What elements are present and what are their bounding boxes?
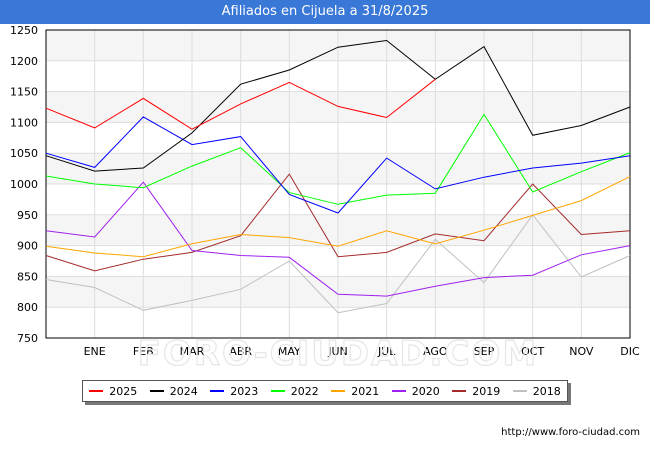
legend-item-2024: 2024 (149, 384, 198, 398)
y-tick-label: 1050 (10, 147, 38, 160)
y-tick-label: 1100 (10, 116, 38, 129)
legend-swatch-2022 (270, 390, 285, 392)
x-tick-label: FEB (133, 345, 154, 358)
plot-frame (45, 29, 631, 339)
legend-label-2022: 2022 (290, 384, 319, 398)
legend-item-2020: 2020 (391, 384, 440, 398)
x-tick-label: NOV (569, 345, 594, 358)
chart-title: Afiliados en Cijuela a 31/8/2025 (0, 0, 650, 24)
legend-swatch-2023 (210, 390, 225, 392)
legend-label-2023: 2023 (230, 384, 259, 398)
legend-label-2019: 2019 (472, 384, 501, 398)
legend-label-2018: 2018 (532, 384, 561, 398)
y-tick-label: 1200 (10, 55, 38, 68)
series-line-2021 (45, 176, 631, 258)
y-tick-label: 800 (17, 301, 38, 314)
x-tick-label: MAY (278, 345, 301, 358)
x-tick-label: SEP (474, 345, 495, 358)
legend-item-2019: 2019 (452, 385, 500, 398)
y-tick-label: 950 (17, 209, 38, 222)
y-tick-label: 1250 (10, 24, 38, 37)
series-line-2022 (45, 113, 631, 205)
legend-label-2021: 2021 (351, 384, 380, 398)
series-line-2018 (45, 213, 631, 314)
x-tick-label: DIC (620, 345, 640, 358)
y-tick-label: 900 (17, 240, 38, 253)
y-tick-label: 1000 (10, 178, 38, 191)
legend-swatch-2025 (89, 390, 104, 392)
chart-legend: 2025 2024 2023 2022 2021 2020 2019 2018 (82, 380, 568, 402)
series-line-2020 (45, 181, 631, 297)
y-tick-label: 850 (17, 270, 38, 283)
x-tick-label: JUL (377, 345, 396, 358)
x-tick-label: OCT (521, 345, 544, 358)
legend-swatch-2019 (452, 390, 467, 392)
legend-swatch-2024 (149, 390, 164, 392)
legend-swatch-2018 (512, 390, 527, 392)
legend-label-2020: 2020 (411, 384, 440, 398)
y-tick-label: 750 (17, 332, 38, 345)
legend-label-2024: 2024 (169, 384, 198, 398)
legend-swatch-2021 (331, 390, 346, 392)
series-line-2019 (45, 173, 631, 272)
legend-item-2021: 2021 (331, 385, 379, 398)
legend-item-2018: 2018 (512, 384, 561, 398)
x-tick-label: MAR (180, 345, 205, 358)
legend-item-2022: 2022 (270, 384, 319, 398)
series-line-2023 (45, 116, 631, 214)
source-link[interactable]: http://www.foro-ciudad.com (501, 427, 640, 438)
legend-label-2025: 2025 (109, 384, 138, 398)
x-tick-label: AGO (423, 345, 448, 358)
legend-swatch-2020 (391, 390, 406, 392)
x-tick-label: JUN (327, 345, 348, 358)
x-tick-label: ABR (229, 345, 252, 358)
y-tick-label: 1150 (10, 86, 38, 99)
x-tick-label: ENE (84, 345, 106, 358)
series-line-2024 (45, 39, 631, 172)
legend-item-2023: 2023 (210, 385, 258, 398)
series-line-2025 (45, 78, 436, 130)
watermark: FORO-CIUDAD.COM (138, 334, 539, 374)
legend-item-2025: 2025 (89, 385, 137, 398)
